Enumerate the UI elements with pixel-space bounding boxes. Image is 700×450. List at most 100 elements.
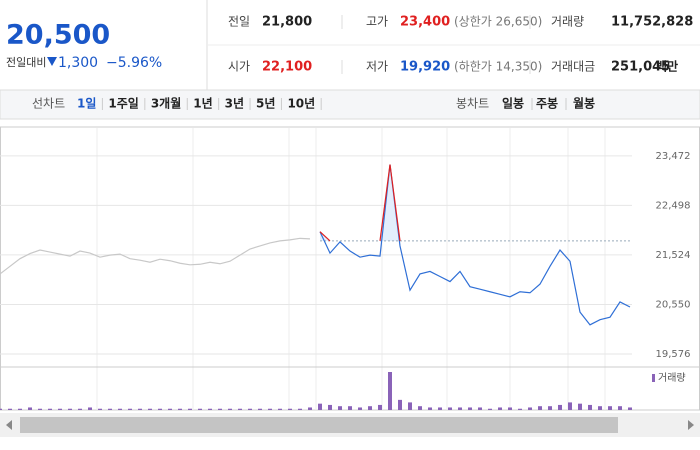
tab[interactable]: 3개월 xyxy=(151,96,181,111)
tab[interactable]: 1일 xyxy=(77,97,96,111)
volume-bar xyxy=(188,408,192,410)
volume-bar xyxy=(68,408,72,410)
volume-bar xyxy=(8,408,12,410)
stat-note: (상한가 26,650) xyxy=(454,15,542,29)
volume-bar xyxy=(538,406,542,410)
scrollbar-thumb[interactable] xyxy=(20,417,618,433)
line-series xyxy=(0,237,311,275)
volume-bar xyxy=(628,407,632,410)
volume-bar xyxy=(28,407,32,410)
volume-bar xyxy=(398,399,402,410)
volume-bar xyxy=(608,406,612,410)
volume-bar xyxy=(328,404,332,410)
tab-group-label: 선차트 xyxy=(32,97,65,111)
volume-bar xyxy=(98,408,102,410)
volume-bar xyxy=(568,402,572,410)
volume-bar xyxy=(298,408,302,410)
stat-label: 거래량 xyxy=(551,15,584,29)
y-tick-label: 23,472 xyxy=(656,151,691,162)
volume-bar xyxy=(338,406,342,410)
y-tick-label: 21,524 xyxy=(656,250,691,261)
tab[interactable]: 3년 xyxy=(225,97,244,111)
volume-bar xyxy=(118,408,122,410)
up-segment xyxy=(319,231,331,242)
scroll-right[interactable] xyxy=(688,420,694,430)
legend-label: 거래량 xyxy=(658,372,686,384)
tab-group-label: 봉차트 xyxy=(456,97,489,111)
stat-note: (하한가 14,350) xyxy=(454,60,542,74)
y-tick-label: 19,576 xyxy=(656,349,691,360)
volume-bar xyxy=(468,407,472,410)
volume-bar xyxy=(488,408,492,410)
volume-bar xyxy=(478,407,482,410)
volume-bar xyxy=(108,408,112,410)
volume-bar xyxy=(308,407,312,410)
volume-bar xyxy=(88,407,92,410)
volume-bar xyxy=(618,406,622,410)
volume-bar xyxy=(238,408,242,410)
stat-value: 19,920 xyxy=(400,60,450,75)
volume-bar xyxy=(178,408,182,410)
plot-border xyxy=(0,126,700,411)
volume-bar xyxy=(58,408,62,410)
volume-bar xyxy=(598,406,602,410)
volume-bar xyxy=(248,408,252,410)
tab[interactable]: 일봉 xyxy=(502,97,524,111)
tab[interactable]: 10년 xyxy=(287,97,315,111)
volume-bar xyxy=(148,408,152,410)
volume-bar xyxy=(378,404,382,410)
stat-label: 거래대금 xyxy=(551,60,595,74)
scroll-left[interactable] xyxy=(6,420,12,430)
legend-swatch xyxy=(652,374,655,382)
volume-bar xyxy=(448,407,452,410)
volume-bar xyxy=(368,406,372,410)
volume-bar xyxy=(278,408,282,410)
stat-value: 22,100 xyxy=(262,60,312,75)
change-pct: −5.96% xyxy=(106,55,162,71)
volume-bar xyxy=(408,402,412,410)
volume-bar xyxy=(138,408,142,410)
volume-bar xyxy=(458,407,462,410)
up-segment xyxy=(379,164,391,241)
volume-bar xyxy=(128,408,132,410)
down-arrow xyxy=(47,57,57,66)
y-tick-label: 20,550 xyxy=(656,299,691,310)
volume-bar xyxy=(438,407,442,410)
volume-bar xyxy=(388,372,392,410)
tab[interactable]: 1년 xyxy=(193,97,212,111)
volume-bar xyxy=(168,408,172,410)
volume-bar xyxy=(258,408,262,410)
volume-bar xyxy=(18,408,22,410)
volume-bar xyxy=(288,408,292,410)
volume-bar xyxy=(498,407,502,410)
volume-bar xyxy=(418,406,422,410)
stat-value: 11,752,828 xyxy=(611,15,693,30)
tab[interactable]: 5년 xyxy=(256,97,275,111)
volume-bar xyxy=(0,408,2,410)
volume-bar xyxy=(558,404,562,410)
volume-bar xyxy=(48,408,52,410)
volume-bar xyxy=(158,408,162,410)
volume-bar xyxy=(198,408,202,410)
volume-bar xyxy=(528,407,532,410)
line-series xyxy=(319,164,631,326)
volume-bar xyxy=(208,408,212,410)
stat-label: 시가 xyxy=(228,60,250,74)
stat-value: 23,400 xyxy=(400,15,450,30)
volume-bar xyxy=(358,407,362,410)
tab[interactable]: 주봉 xyxy=(536,97,558,111)
tab-bar xyxy=(0,89,700,120)
volume-bar xyxy=(578,403,582,410)
stat-label: 저가 xyxy=(366,60,388,74)
tab[interactable]: 1주일 xyxy=(108,97,138,111)
y-tick-label: 22,498 xyxy=(656,200,691,211)
stat-label: 전일 xyxy=(228,15,250,29)
volume-bar xyxy=(228,408,232,410)
stat-note: 백만 xyxy=(656,59,678,74)
volume-bar xyxy=(518,408,522,410)
volume-bar xyxy=(38,408,42,410)
volume-bar xyxy=(318,403,322,410)
stat-value: 21,800 xyxy=(262,15,312,30)
tab[interactable]: 월봉 xyxy=(573,96,595,111)
volume-bar xyxy=(548,406,552,410)
